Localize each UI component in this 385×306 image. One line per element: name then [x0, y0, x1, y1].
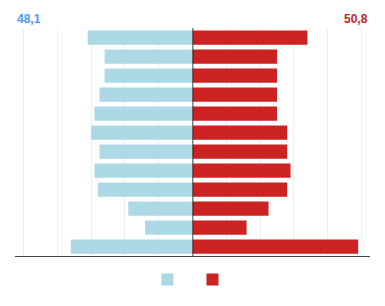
- svg-text:50,8: 50,8: [344, 12, 368, 26]
- svg-text:48,1: 48,1: [17, 12, 41, 26]
